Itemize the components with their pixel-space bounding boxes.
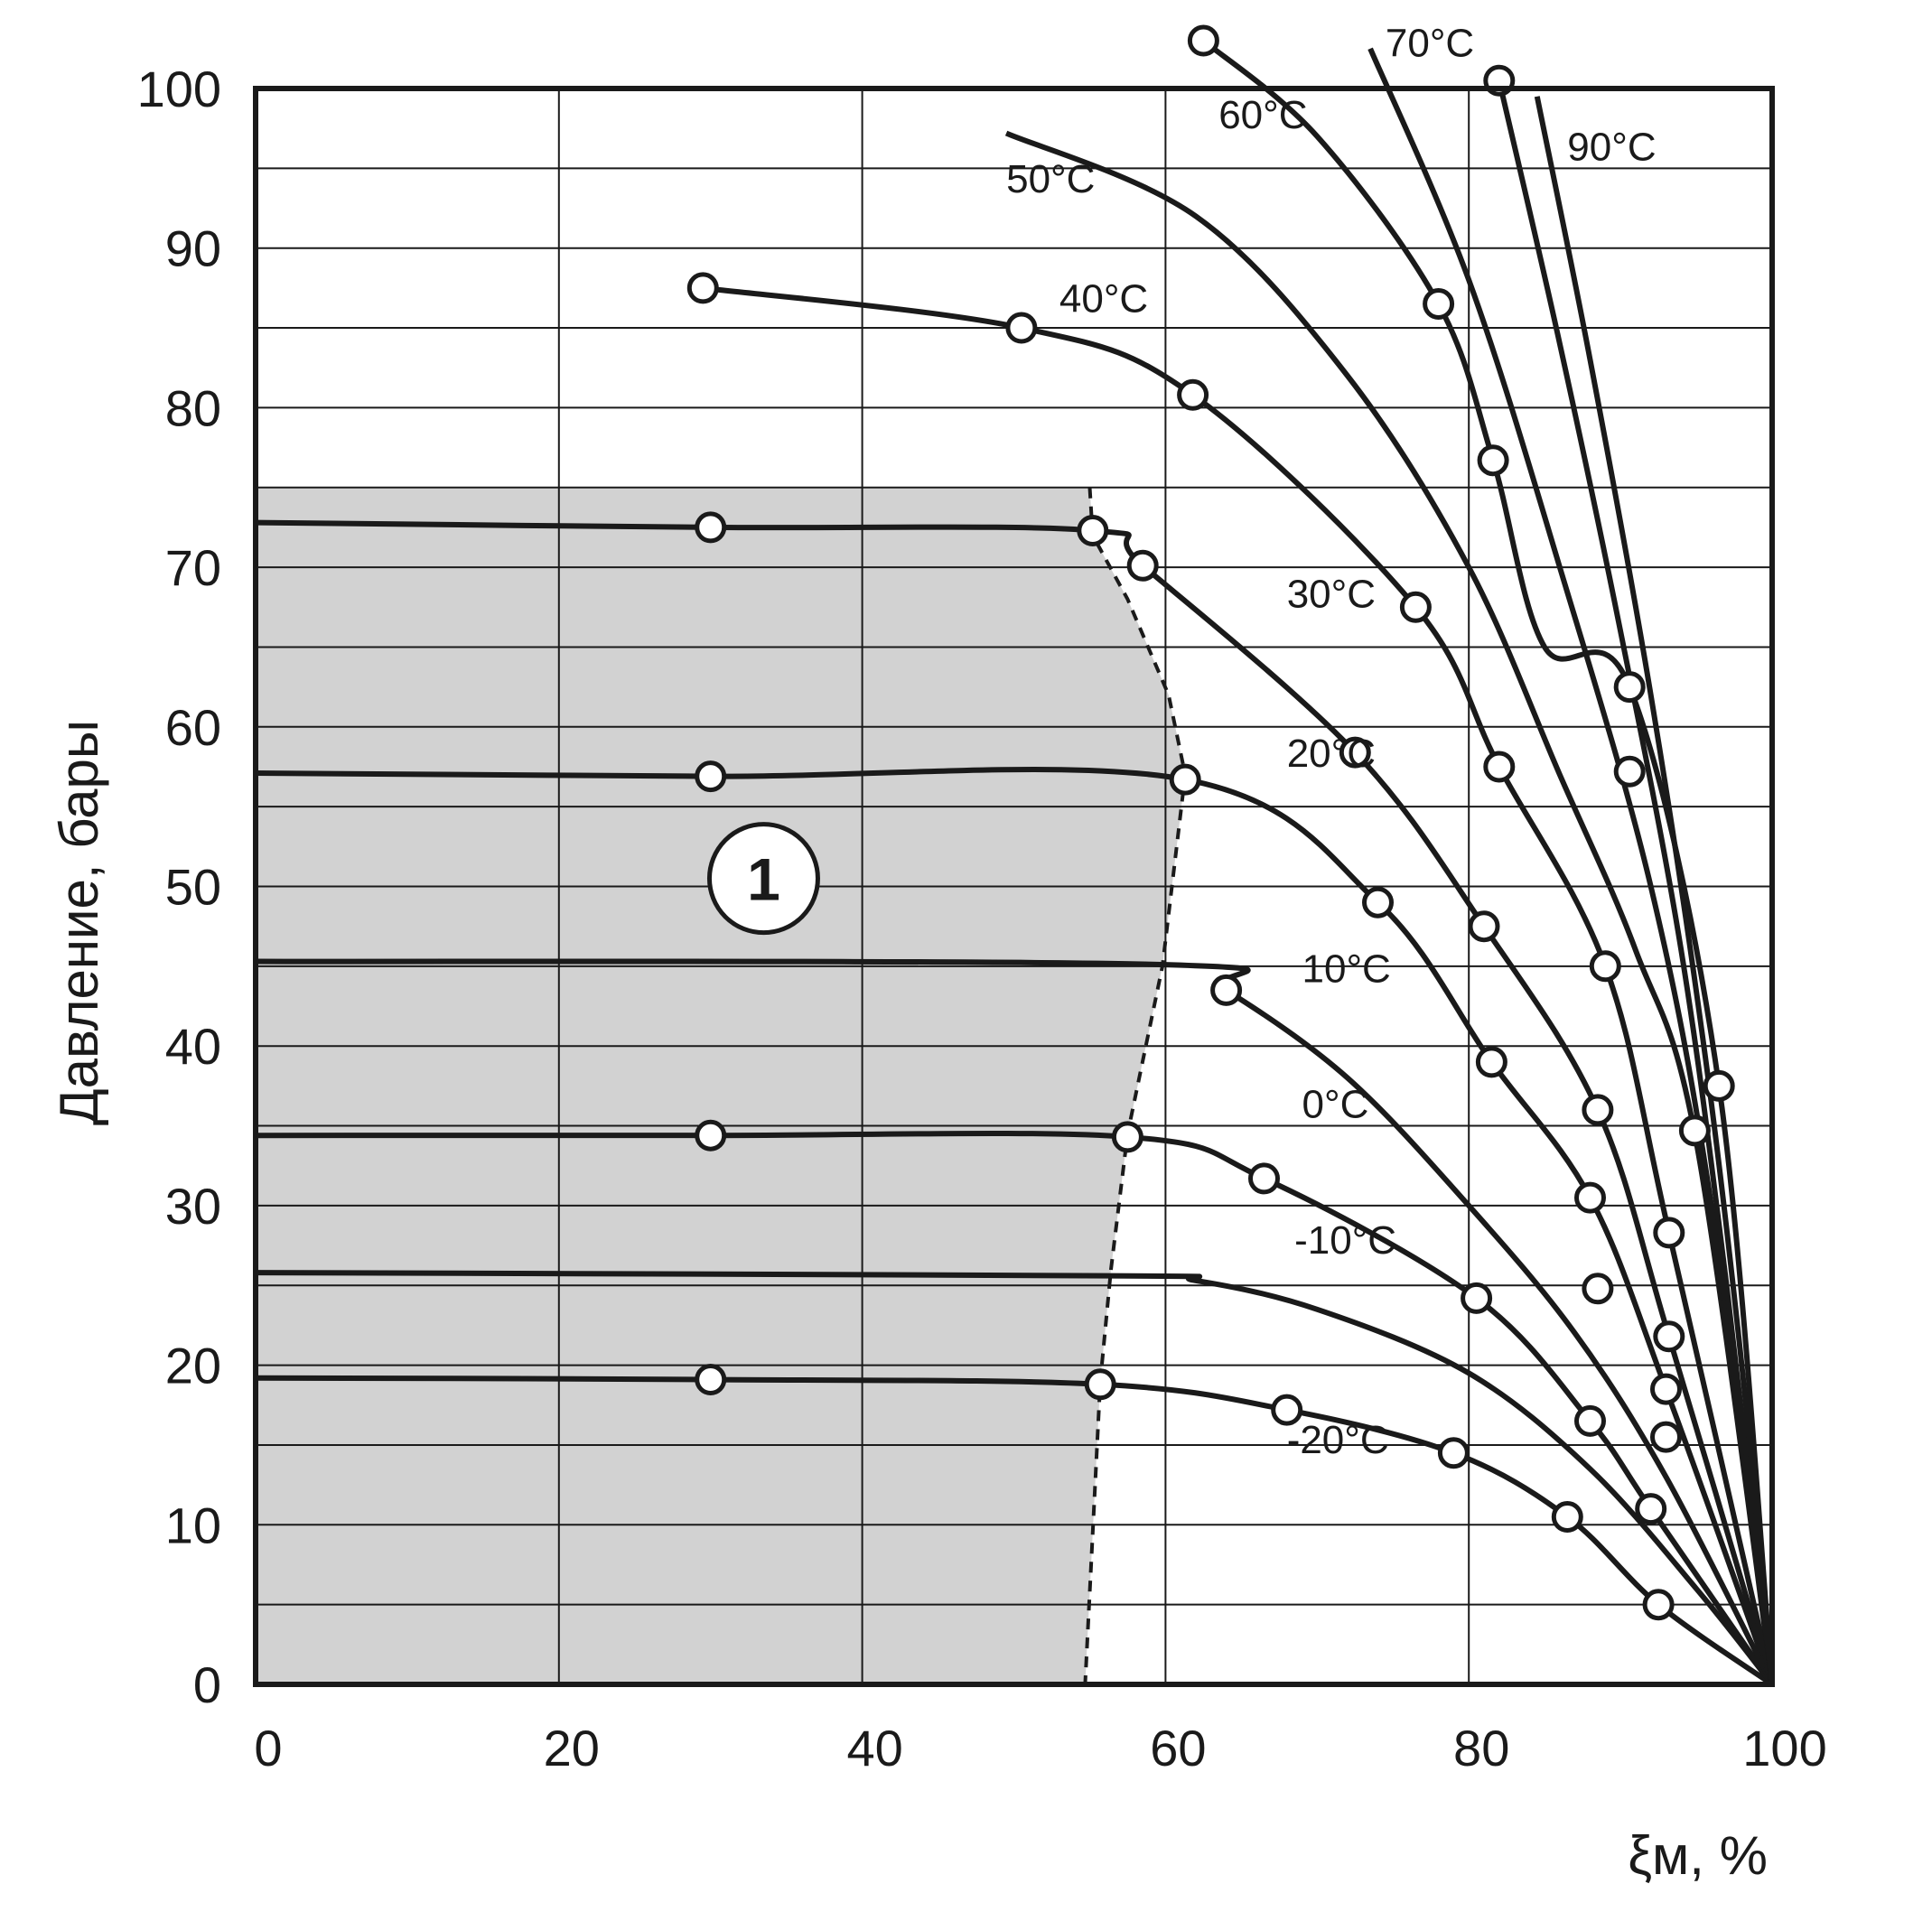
series-label-90c: 90°C xyxy=(1567,126,1656,170)
data-point-0c xyxy=(1248,1162,1280,1195)
data-point-40c xyxy=(686,272,719,304)
data-point-10c xyxy=(1210,974,1243,1006)
series-line-30c xyxy=(255,519,1775,1685)
data-point-40c xyxy=(1589,950,1621,983)
series-label-50c: 50°C xyxy=(1006,157,1095,201)
data-point-60c xyxy=(1613,671,1646,704)
data-point-minus20c xyxy=(1271,1394,1303,1426)
data-point-40c xyxy=(1653,1217,1685,1249)
data-point-0c xyxy=(1461,1282,1493,1314)
series-label-40c: 40°C xyxy=(1059,276,1148,321)
markers-layer xyxy=(686,24,1735,1621)
y-tick-label: 40 xyxy=(165,1018,221,1075)
y-tick-label: 100 xyxy=(137,61,221,117)
data-point-30c xyxy=(1468,910,1500,943)
y-tick-label: 20 xyxy=(165,1338,221,1394)
data-point-50c xyxy=(1613,755,1646,788)
region-1-fill xyxy=(256,487,1186,1684)
y-tick-label: 70 xyxy=(165,539,221,596)
data-point-60c xyxy=(1187,24,1219,57)
y-tick-label: 10 xyxy=(165,1497,221,1553)
plot-frame xyxy=(253,86,1775,1687)
data-point-minus10c xyxy=(1635,1493,1667,1525)
data-point-30c xyxy=(695,511,727,544)
data-point-minus20c xyxy=(695,1364,727,1395)
data-point-40c xyxy=(1483,751,1516,783)
region-badge xyxy=(706,822,820,936)
data-point-10c xyxy=(1582,1273,1614,1305)
data-point-40c xyxy=(1177,378,1209,411)
x-tick-label: 20 xyxy=(544,1720,600,1776)
data-point-40c xyxy=(1399,591,1432,623)
data-point-10c xyxy=(1650,1421,1682,1453)
series-line-80c xyxy=(1496,79,1775,1685)
data-point-30c xyxy=(1339,736,1371,769)
data-point-20c xyxy=(695,760,727,793)
series-label-0c: 0°C xyxy=(1302,1083,1369,1127)
data-point-50c xyxy=(1678,1114,1711,1147)
series-line-minus20c xyxy=(255,1375,1774,1687)
labels-layer: -20°C -10°C 0°C 10°C 20°C 30°C 40°C 50°C 60°C 70°… xyxy=(706,22,1657,1462)
series-label-minus20c: -20°C xyxy=(1287,1418,1389,1462)
x-axis-title: ξм, % xyxy=(1628,1825,1768,1886)
data-point-minus20c xyxy=(1551,1501,1583,1533)
data-point-20c xyxy=(1650,1373,1682,1405)
region-layer xyxy=(256,487,1188,1685)
series-line-90c xyxy=(1534,96,1775,1685)
series-label-60c: 60°C xyxy=(1218,93,1307,137)
series-label-70c: 70°C xyxy=(1386,22,1474,66)
y-tick-label: 80 xyxy=(165,379,221,436)
series-label-minus10c: -10°C xyxy=(1294,1218,1396,1263)
data-point-30c xyxy=(1077,515,1109,546)
data-point-0c xyxy=(1111,1121,1143,1153)
series-label-10c: 10°C xyxy=(1302,947,1391,992)
x-tick-label: 0 xyxy=(254,1720,282,1776)
series-line-10c xyxy=(255,958,1775,1686)
y-tick-label: 90 xyxy=(165,220,221,277)
data-point-30c xyxy=(1582,1094,1614,1126)
data-point-20c xyxy=(1574,1181,1606,1214)
data-point-40c xyxy=(1005,312,1038,344)
data-point-60c xyxy=(1703,1069,1735,1102)
series-line-50c xyxy=(1004,130,1775,1685)
x-tick-label: 80 xyxy=(1453,1720,1509,1776)
x-tick-label: 100 xyxy=(1742,1720,1826,1776)
y-tick-label: 50 xyxy=(165,859,221,916)
data-point-60c xyxy=(1477,444,1509,477)
series-label-20c: 20°C xyxy=(1287,732,1376,776)
series-line-minus10c xyxy=(255,1270,1775,1686)
series-line-60c xyxy=(1201,38,1775,1685)
data-point-minus20c xyxy=(1437,1437,1470,1469)
axes-layer: 0 10 20 30 40 50 60 70 80 90 100 0 20 40 60 80 100 ξм, % Д… xyxy=(49,61,1827,1886)
region-badge-label: 1 xyxy=(747,846,780,913)
data-point-60c xyxy=(1423,288,1455,320)
x-tick-label: 60 xyxy=(1150,1720,1206,1776)
data-point-minus20c xyxy=(1642,1589,1675,1621)
y-tick-label: 0 xyxy=(193,1656,221,1713)
data-point-minus20c xyxy=(1084,1368,1116,1401)
x-tick-label: 40 xyxy=(846,1720,902,1776)
series-label-30c: 30°C xyxy=(1287,572,1376,616)
data-point-0c xyxy=(695,1119,727,1152)
data-point-30c xyxy=(1126,549,1159,582)
y-tick-label: 30 xyxy=(165,1178,221,1235)
data-point-20c xyxy=(1169,763,1201,796)
y-axis-title: Давление, бары xyxy=(49,720,109,1125)
data-point-30c xyxy=(1653,1320,1685,1353)
data-point-20c xyxy=(1475,1046,1507,1078)
data-point-20c xyxy=(1362,886,1394,919)
data-point-minus10c xyxy=(1574,1404,1606,1437)
y-tick-label: 60 xyxy=(165,699,221,756)
